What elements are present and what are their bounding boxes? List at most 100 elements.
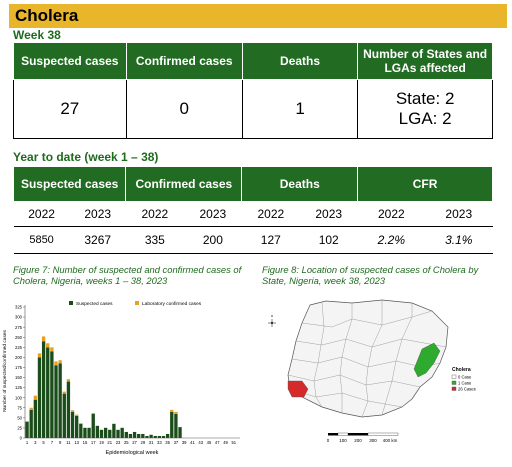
bar-suspected-week-38: [178, 427, 182, 438]
bar-confirmed-week-1: [25, 421, 29, 422]
bar-confirmed-week-6: [46, 343, 50, 348]
y-tick-label: 200: [15, 355, 23, 360]
bar-suspected-week-33: [157, 435, 162, 438]
y-tick-label: 25: [17, 426, 22, 431]
x-tick-label: 11: [66, 440, 71, 445]
bar-suspected-week-35: [165, 433, 170, 438]
y-tick-label: 250: [15, 335, 23, 340]
bar-suspected-week-36: [170, 411, 174, 438]
y-tick-label: 175: [15, 365, 23, 370]
x-tick-label: 5: [42, 440, 45, 445]
bar-confirmed-week-11: [66, 379, 71, 382]
scale-label: 100: [339, 438, 347, 443]
year-cell: 2022: [357, 201, 426, 227]
map-legend-label-1: 1 Case: [458, 381, 472, 386]
bar-suspected-week-3: [33, 399, 38, 438]
state-one-case: [413, 342, 441, 378]
bar-suspected-week-24: [120, 427, 124, 438]
week-title: Week 38: [13, 28, 61, 42]
bar-suspected-week-2: [29, 409, 33, 438]
ytd-suspected-2022: 5850: [13, 226, 70, 254]
x-tick-label: 7: [51, 440, 54, 445]
bar-confirmed-week-10: [62, 391, 66, 394]
y-tick-label: 325: [15, 305, 23, 310]
y-tick-label: 225: [15, 345, 23, 350]
x-tick-label: 45: [207, 440, 212, 445]
scale-label: 300: [369, 438, 377, 443]
x-tick-label: 13: [74, 440, 79, 445]
bar-confirmed-week-12: [70, 410, 75, 412]
x-tick-label: 27: [132, 440, 137, 445]
y-axis-label: Number of suspected/confirmed cases: [2, 329, 8, 411]
bar-suspected-week-21: [108, 429, 112, 438]
scale-label: 400 km: [383, 438, 398, 443]
x-tick-label: 35: [165, 440, 170, 445]
x-tick-label: 29: [141, 440, 146, 445]
legend-swatch-suspected: [69, 301, 73, 305]
year-cell: 2022: [13, 201, 70, 227]
bar-suspected-week-32: [153, 435, 157, 438]
bar-confirmed-week-5: [41, 336, 46, 342]
bar-suspected-week-19: [99, 429, 104, 438]
bar-suspected-week-16: [87, 427, 91, 438]
scale-label: 0: [327, 438, 330, 443]
x-tick-label: 23: [116, 440, 121, 445]
x-tick-label: 49: [223, 440, 228, 445]
y-tick-label: 125: [15, 385, 23, 390]
ytd-header-cfr: CFR: [357, 166, 493, 202]
banner-title: Cholera: [15, 6, 79, 25]
week-deaths-value: 1: [241, 79, 359, 139]
ytd-title: Year to date (week 1 – 38): [13, 150, 159, 164]
week-summary-table: Suspected cases Confirmed cases Deaths N…: [13, 42, 493, 139]
bar-suspected-week-9: [58, 363, 62, 438]
bar-suspected-week-1: [25, 421, 29, 438]
figure7-caption: Figure 7: Number of suspected and confir…: [13, 264, 242, 286]
x-tick-label: 43: [198, 440, 203, 445]
bar-suspected-week-37: [174, 413, 178, 438]
y-tick-label: 75: [17, 405, 22, 410]
states-affected: State: 2: [395, 89, 455, 108]
y-tick-label: 100: [15, 395, 23, 400]
bar-suspected-week-14: [79, 423, 83, 438]
ytd-cfr-2023: 3.1%: [425, 226, 493, 254]
y-tick-label: 275: [15, 325, 23, 330]
x-tick-label: 51: [231, 440, 236, 445]
year-cell: 2022: [241, 201, 300, 227]
x-axis-label: Epidemiological week: [106, 450, 159, 456]
x-tick-label: 39: [182, 440, 187, 445]
bar-confirmed-week-17: [91, 413, 95, 414]
ytd-suspected-2023: 3267: [69, 226, 126, 254]
map-legend-title: Cholera: [452, 367, 471, 373]
y-tick-label: 300: [15, 315, 23, 320]
year-cell: 2023: [183, 201, 242, 227]
ytd-header-confirmed: Confirmed cases: [125, 166, 243, 202]
bar-suspected-week-31: [149, 434, 153, 438]
ytd-cfr-2022: 2.2%: [357, 226, 426, 254]
bar-suspected-week-5: [41, 341, 46, 438]
header-confirmed: Confirmed cases: [125, 42, 243, 80]
bar-suspected-week-27: [132, 431, 137, 438]
bar-suspected-week-28: [137, 433, 141, 438]
bar-suspected-week-10: [62, 393, 66, 438]
bar-suspected-week-26: [128, 433, 133, 438]
bar-suspected-week-11: [66, 381, 71, 438]
week-states-lgas-value: State: 2 LGA: 2: [357, 79, 493, 139]
bar-suspected-week-29: [141, 433, 145, 438]
week-suspected-value: 27: [13, 79, 127, 139]
ytd-header-deaths: Deaths: [241, 166, 359, 202]
x-tick-label: 17: [91, 440, 96, 445]
x-tick-label: 3: [34, 440, 37, 445]
week-confirmed-value: 0: [125, 79, 243, 139]
year-cell: 2022: [125, 201, 184, 227]
bar-suspected-week-17: [91, 413, 95, 438]
bar-confirmed-week-9: [58, 360, 62, 364]
y-tick-label: 150: [15, 375, 23, 380]
map-legend-label-2: 26 Cases: [458, 387, 476, 392]
figure8-caption: Figure 8: Location of suspected cases of…: [262, 264, 479, 286]
x-tick-label: 15: [83, 440, 88, 445]
x-tick-label: 19: [99, 440, 104, 445]
header-states-lgas: Number of States and LGAs affected: [357, 42, 493, 80]
section-banner: Cholera: [9, 4, 507, 28]
x-tick-label: 25: [124, 440, 129, 445]
